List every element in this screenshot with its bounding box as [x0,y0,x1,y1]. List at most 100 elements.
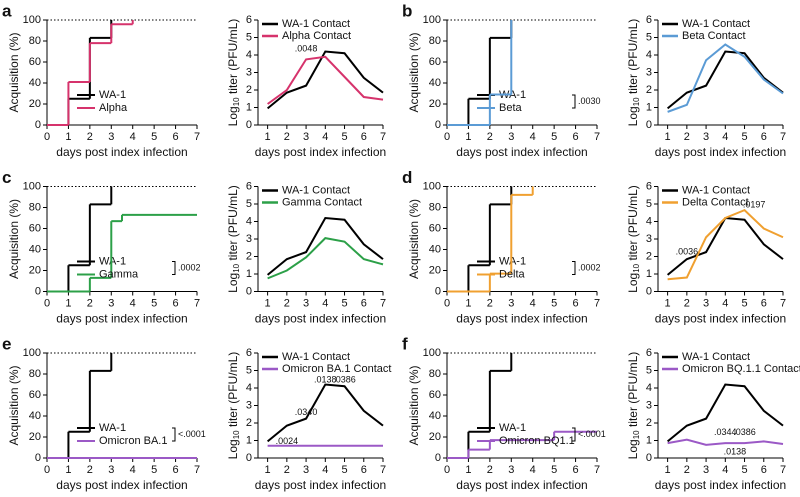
y-axis-label: Log10 titer (PFU/mL) [226,352,241,460]
series-line [267,237,384,280]
x-axis-label: days post index infection [255,478,386,492]
annotation: .0197 [743,199,766,209]
x-tick-label: 7 [780,131,786,143]
y-tick-label: 0 [435,285,441,297]
y-tick-label: 0 [246,452,252,464]
annotation: .0138 [724,446,747,456]
y-tick-label: 0 [35,452,41,464]
x-tick-label: 1 [265,464,271,476]
y-tick-label: 6 [246,180,252,192]
y-tick-label: 80 [429,201,441,213]
y-tick-label: 6 [646,180,652,192]
y-tick-label: 100 [423,14,441,26]
x-tick-label: 1 [665,464,671,476]
legend-label: WA-1 [99,422,126,434]
x-axis-label: days post index infection [255,145,386,159]
x-tick-label: 3 [703,464,709,476]
y-tick-label: 5 [246,31,252,43]
panel-letter: b [402,1,412,20]
y-axis-label-part: titer (PFU/mL) [226,352,240,431]
x-tick-label: 4 [530,131,536,143]
x-tick-label: 4 [530,464,536,476]
x-tick-label: 3 [508,464,514,476]
legend-label: Omicron BQ1.1 [499,435,575,447]
y-axis-label-part: Log [626,439,640,459]
y-tick-label: 0 [646,452,652,464]
y-tick-label: 40 [429,243,441,255]
y-tick-label: 60 [29,56,41,68]
panel-line: 0 1 2 3 4 5 6 1 2 3 4 5 6 7 days post index infection L… [626,14,786,159]
y-tick-label: 1 [646,434,652,446]
series-line [266,216,384,276]
y-tick-label: 5 [246,364,252,376]
y-tick-label: 1 [246,268,252,280]
annotation: .0024 [276,436,299,446]
x-tick-label: 7 [380,131,386,143]
y-tick-label: 5 [246,198,252,210]
x-tick-label: 4 [130,131,136,143]
significance-bracket [572,94,576,109]
x-tick-label: 3 [703,131,709,143]
series-line [266,383,384,443]
x-tick-label: 1 [665,131,671,143]
series-line [666,383,784,443]
x-tick-label: 1 [65,297,71,309]
panel-letter: c [2,168,11,187]
x-tick-label: 7 [594,131,600,143]
y-axis-label-sub: 10 [632,430,641,439]
legend-label: WA-1 Contact [282,184,350,196]
panel-line: 0 1 2 3 4 5 6 1 2 3 4 5 6 7 days post index infection L… [226,347,391,492]
x-tick-label: 1 [265,131,271,143]
x-tick-label: 2 [284,464,290,476]
panel-letter: e [2,334,11,353]
y-tick-label: 0 [435,452,441,464]
y-tick-label: 4 [646,49,652,61]
x-tick-label: 4 [530,297,536,309]
x-tick-label: 6 [173,464,179,476]
x-tick-label: 2 [284,297,290,309]
x-tick-label: 7 [780,464,786,476]
y-tick-label: 0 [646,285,652,297]
y-tick-label: 3 [246,66,252,78]
annotation: .0036 [676,247,699,257]
x-axis-label: days post index infection [655,478,786,492]
y-tick-label: 20 [429,264,441,276]
x-axis-label: days post index infection [56,312,187,326]
y-axis-label: Acquisition (%) [7,365,21,445]
y-tick-label: 20 [29,431,41,443]
x-tick-label: 4 [130,297,136,309]
legend-label: Beta [499,102,523,114]
y-axis-label-part: titer (PFU/mL) [226,19,240,98]
y-tick-label: 4 [246,49,252,61]
x-tick-label: 3 [108,464,114,476]
y-axis-label-sub: 10 [632,97,641,106]
y-tick-label: 0 [246,119,252,131]
y-axis-label-part: Log [626,273,640,293]
y-tick-label: 6 [646,347,652,359]
y-tick-label: 6 [246,347,252,359]
y-tick-label: 3 [246,233,252,245]
y-axis-label-part: Log [626,106,640,126]
y-axis-label-sub: 10 [232,430,241,439]
x-tick-label: 6 [361,464,367,476]
x-tick-label: 2 [487,297,493,309]
series-line [666,50,784,110]
series-line [267,55,384,105]
x-axis-label: days post index infection [456,478,587,492]
x-tick-label: 6 [573,464,579,476]
y-tick-label: 1 [246,101,252,113]
y-tick-label: 80 [429,35,441,47]
y-tick-label: 60 [429,56,441,68]
y-axis-label-part: titer (PFU/mL) [226,185,240,264]
y-tick-label: 0 [35,285,41,297]
y-tick-label: 2 [646,84,652,96]
y-tick-label: 100 [23,14,41,26]
significance-bracket [572,261,576,275]
y-axis-label-sub: 10 [232,263,241,272]
panel-letter: d [402,168,412,187]
y-tick-label: 3 [646,66,652,78]
x-axis-label: days post index infection [56,478,187,492]
x-tick-label: 5 [741,297,747,309]
y-tick-label: 0 [246,285,252,297]
x-tick-label: 7 [780,297,786,309]
